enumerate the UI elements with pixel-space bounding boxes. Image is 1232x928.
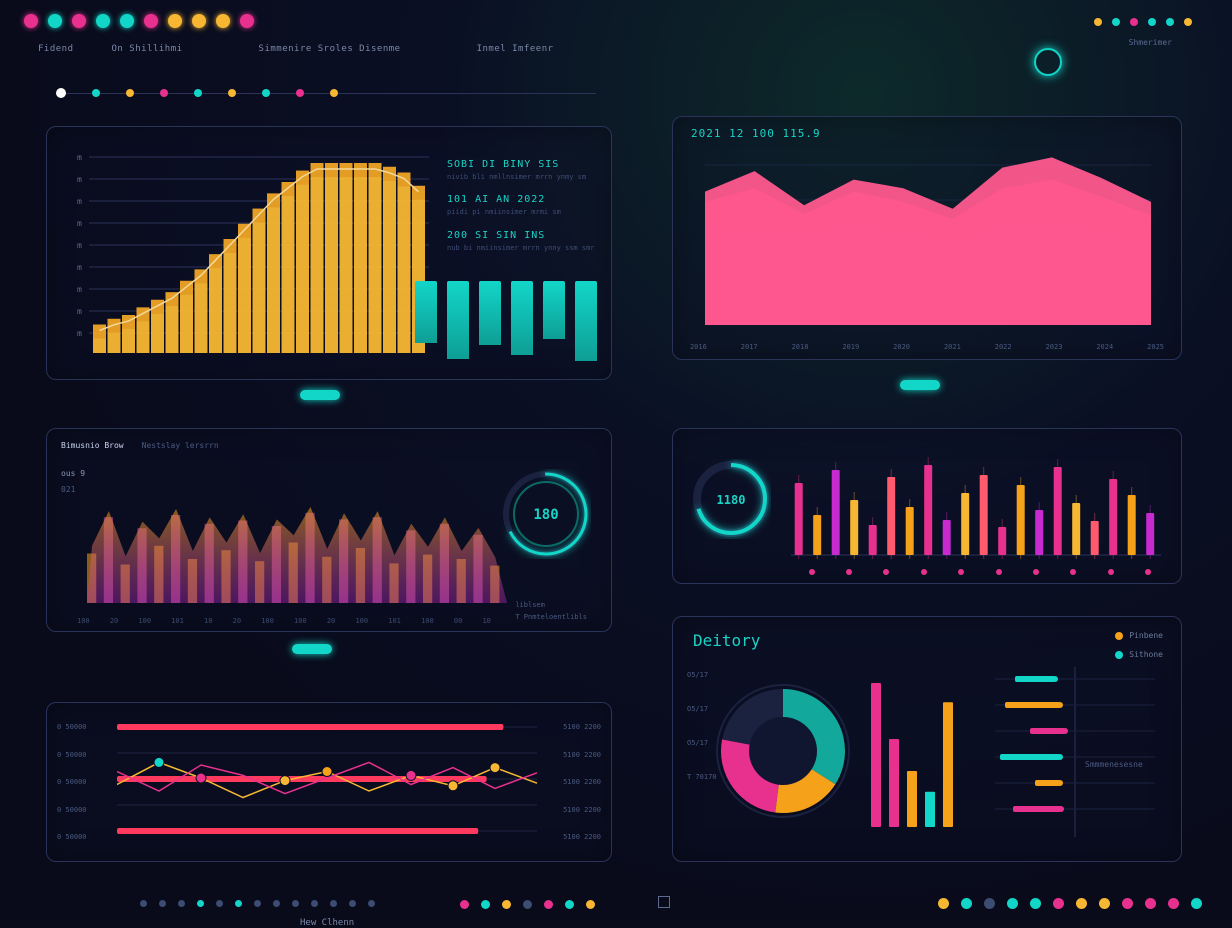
p2-title: 2021 12 100 115.9 [691,127,821,140]
p3-gauge-value: 180 [533,507,558,523]
p6-title: Deitory [693,631,760,650]
p4-gauge: 1180 [691,459,771,539]
p5-chart [117,713,547,853]
header-dots-right [1094,18,1192,26]
badge-ring-icon [1034,48,1062,76]
p3-rlabel-0: liblsem [515,601,587,609]
svg-text:m: m [77,153,82,162]
p3-tab-inactive[interactable]: Nestslay lersrrn [142,441,219,450]
p1-chart: m m m m m m m m m [59,137,439,367]
p6-vbars [863,657,963,837]
p2-x-labels: 2016201720182019202020212022202320242025 [673,343,1181,351]
p5-y-labels: 0 500000 500000 500000 500000 50000 [57,723,87,841]
svg-text:m: m [77,329,82,338]
p5-right-labels: 5100 22005100 22005100 22005100 22005100… [563,723,601,841]
svg-text:m: m [77,307,82,316]
footer-checkbox-icon[interactable] [658,896,670,908]
p1-title-3: 200 SI SIN INS [447,230,597,241]
p3-right-labels: liblsem T Pnmteloentlibls [515,601,587,621]
p3-rlabel-1: T Pnmteloentlibls [515,613,587,621]
p1-title-2: 101 AI AN 2022 [447,194,597,205]
p2-chart [691,145,1171,345]
p2-indicator-pill[interactable] [900,380,940,390]
svg-text:m: m [77,263,82,272]
p1-sub-1: nivib bli nmllnsimer mrrn ynmy sm [447,173,597,182]
p1-sub-2: piidi pi nmiinsimer mrmi sm [447,208,597,217]
svg-text:m: m [77,175,82,184]
svg-text:m: m [77,285,82,294]
p1-title-1: SOBI DI BINY SIS [447,159,597,170]
p3-tabs[interactable]: Bimusnio Brow Nestslay lersrrn [61,441,219,450]
p1-mini-bars [415,281,597,361]
p3-x-labels: 100201001011020100100201001011000010 [77,617,491,625]
p3-indicator-pill[interactable] [292,644,332,654]
p6-ranges: Smmmenesesne [985,667,1165,837]
footer-strip-b [460,900,595,909]
p6-legend: PinbeneSithone [1115,631,1163,659]
header-scrub[interactable] [56,88,338,98]
panel-candlestick: 1180 [672,428,1182,584]
panel-trend-lines: 0 500000 500000 500000 500000 50000 5100… [46,702,612,862]
p4-gauge-value: 1180 [717,493,746,507]
panel-growth-bars: m m m m m m m m m SOBI DI BINY SIS nivib bli nml… [46,126,612,380]
footer-strip-c [938,898,1202,909]
svg-text:m: m [77,219,82,228]
p3-gauge: 180 [501,469,591,559]
svg-text:m: m [77,197,82,206]
p3-ylabel-1: 021 [61,485,75,494]
header-badge [1034,48,1062,76]
header-labels: FidendOn ShillihmiSimmenire Sroles Disen… [38,44,554,54]
footer-label: Hew Clhenn [300,918,354,928]
p3-ylabel-0: ous 9 [61,469,85,478]
panel-spectrum: Bimusnio Brow Nestslay lersrrn ous 9 021… [46,428,612,632]
panel-deitory: Deitory O5/17O5/17O5/17T 70170 PinbeneSi… [672,616,1182,862]
p1-side-text: SOBI DI BINY SIS nivib bli nmllnsimer mr… [447,147,597,253]
p3-chart [87,463,527,613]
p3-tab-active[interactable]: Bimusnio Brow [61,441,124,450]
p4-x-dots [793,569,1167,575]
panel-stacked-area: 2021 12 100 115.9 2016201720182019202020… [672,116,1182,360]
p1-indicator-pill[interactable] [300,390,340,400]
p6-donut [703,671,863,831]
svg-text:Smmmenesesne: Smmmenesesne [1085,760,1143,769]
p4-chart [791,441,1171,571]
svg-text:m: m [77,241,82,250]
p1-sub-3: nub bi nmiinsimer mrrn ynny ssm smr [447,244,597,253]
footer-strip-a [140,900,375,907]
header-dots-row1 [24,14,254,28]
header-badge-label: Shmerimer [1129,38,1172,47]
